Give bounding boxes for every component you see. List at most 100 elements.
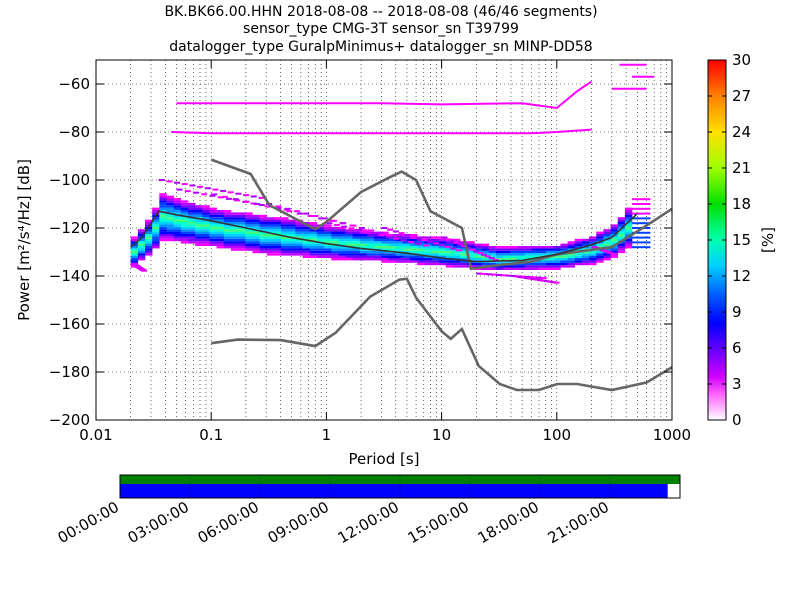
density-cell xyxy=(202,207,210,210)
density-cell xyxy=(567,260,576,263)
y-tick-label: −120 xyxy=(49,219,90,237)
density-cell xyxy=(266,250,275,254)
density-cell xyxy=(152,238,160,242)
density-cell xyxy=(488,248,497,251)
density-cell xyxy=(216,236,225,239)
density-cell xyxy=(137,250,146,254)
density-cell xyxy=(159,224,167,227)
density-cell xyxy=(259,222,268,225)
edge-cell xyxy=(632,222,651,225)
density-cell xyxy=(367,258,375,261)
density-cell xyxy=(546,258,554,261)
density-cell xyxy=(288,253,296,256)
density-cell xyxy=(316,248,325,251)
density-cell xyxy=(230,217,239,220)
density-cell xyxy=(567,241,576,244)
outlier-segment xyxy=(427,240,434,243)
density-cell xyxy=(152,236,160,239)
density-cell xyxy=(560,260,568,263)
outlier-segment xyxy=(520,276,527,279)
density-cell xyxy=(245,229,253,232)
density-cell xyxy=(180,219,189,222)
outlier-segment xyxy=(465,246,472,249)
density-cell xyxy=(152,219,160,222)
density-cell xyxy=(166,200,174,203)
density-cell xyxy=(367,241,375,244)
density-cell xyxy=(130,236,139,239)
density-cell xyxy=(402,248,411,251)
density-cell xyxy=(209,207,217,210)
density-cell xyxy=(603,234,611,237)
density-cell xyxy=(195,234,203,237)
density-cell xyxy=(245,222,253,225)
density-cell xyxy=(395,253,404,256)
density-cell xyxy=(424,236,432,239)
density-cell xyxy=(159,207,167,210)
outlier-segment xyxy=(201,193,208,196)
density-cell xyxy=(624,241,633,244)
density-cell xyxy=(381,231,389,234)
outlier-segment xyxy=(321,217,328,220)
density-cell xyxy=(166,202,174,206)
density-cell xyxy=(302,255,311,258)
density-cell xyxy=(195,222,203,225)
coverage-time-label: 18:00:00 xyxy=(475,498,542,547)
density-cell xyxy=(309,250,318,254)
density-cell xyxy=(216,229,225,232)
density-cell xyxy=(316,255,325,258)
density-cell xyxy=(560,246,568,249)
density-cell xyxy=(560,265,568,268)
density-cell xyxy=(309,231,318,234)
outlier-segment xyxy=(533,278,540,281)
density-cell xyxy=(388,238,396,242)
density-cell xyxy=(474,262,482,266)
density-cell xyxy=(345,253,354,256)
density-cell xyxy=(402,250,411,254)
density-cell xyxy=(438,258,447,261)
density-cell xyxy=(159,229,167,232)
colorbar-tick-label: 24 xyxy=(732,123,751,141)
density-cell xyxy=(338,258,346,261)
density-cell xyxy=(331,250,339,254)
density-cell xyxy=(603,229,611,232)
density-cell xyxy=(145,250,153,254)
density-cell xyxy=(581,243,590,246)
density-cell xyxy=(574,255,583,258)
density-cell xyxy=(281,229,289,232)
density-cell xyxy=(166,214,174,218)
density-cell xyxy=(230,226,239,230)
density-cell xyxy=(460,243,468,246)
density-cell xyxy=(467,241,475,244)
density-cell xyxy=(187,214,196,218)
density-cell xyxy=(495,246,504,249)
density-cell xyxy=(338,255,346,258)
density-cell xyxy=(309,253,318,256)
density-cell xyxy=(610,241,619,244)
density-cell xyxy=(431,243,439,246)
outlier-segment xyxy=(258,204,265,207)
density-cell xyxy=(130,258,139,261)
density-cell xyxy=(624,222,633,225)
outlier-segment xyxy=(457,243,464,246)
outlier-segment xyxy=(363,230,370,233)
density-cell xyxy=(159,205,167,208)
density-cell xyxy=(245,243,253,246)
density-cell xyxy=(488,250,497,254)
density-cell xyxy=(173,231,182,234)
density-cell xyxy=(166,231,174,234)
density-cell xyxy=(238,222,246,225)
density-cell xyxy=(145,231,153,234)
edge-cell xyxy=(632,246,651,249)
density-cell xyxy=(331,238,339,242)
density-cell xyxy=(288,222,296,225)
x-axis-label: Period [s] xyxy=(348,450,419,468)
density-cell xyxy=(209,229,217,232)
density-cell xyxy=(187,202,196,206)
density-cell xyxy=(202,241,210,244)
outlier-segment xyxy=(501,274,508,277)
density-cell xyxy=(359,238,368,242)
density-cell xyxy=(531,267,540,270)
coverage-time-label: 15:00:00 xyxy=(405,498,472,547)
outlier-segment xyxy=(404,233,411,236)
density-cell xyxy=(589,250,597,254)
